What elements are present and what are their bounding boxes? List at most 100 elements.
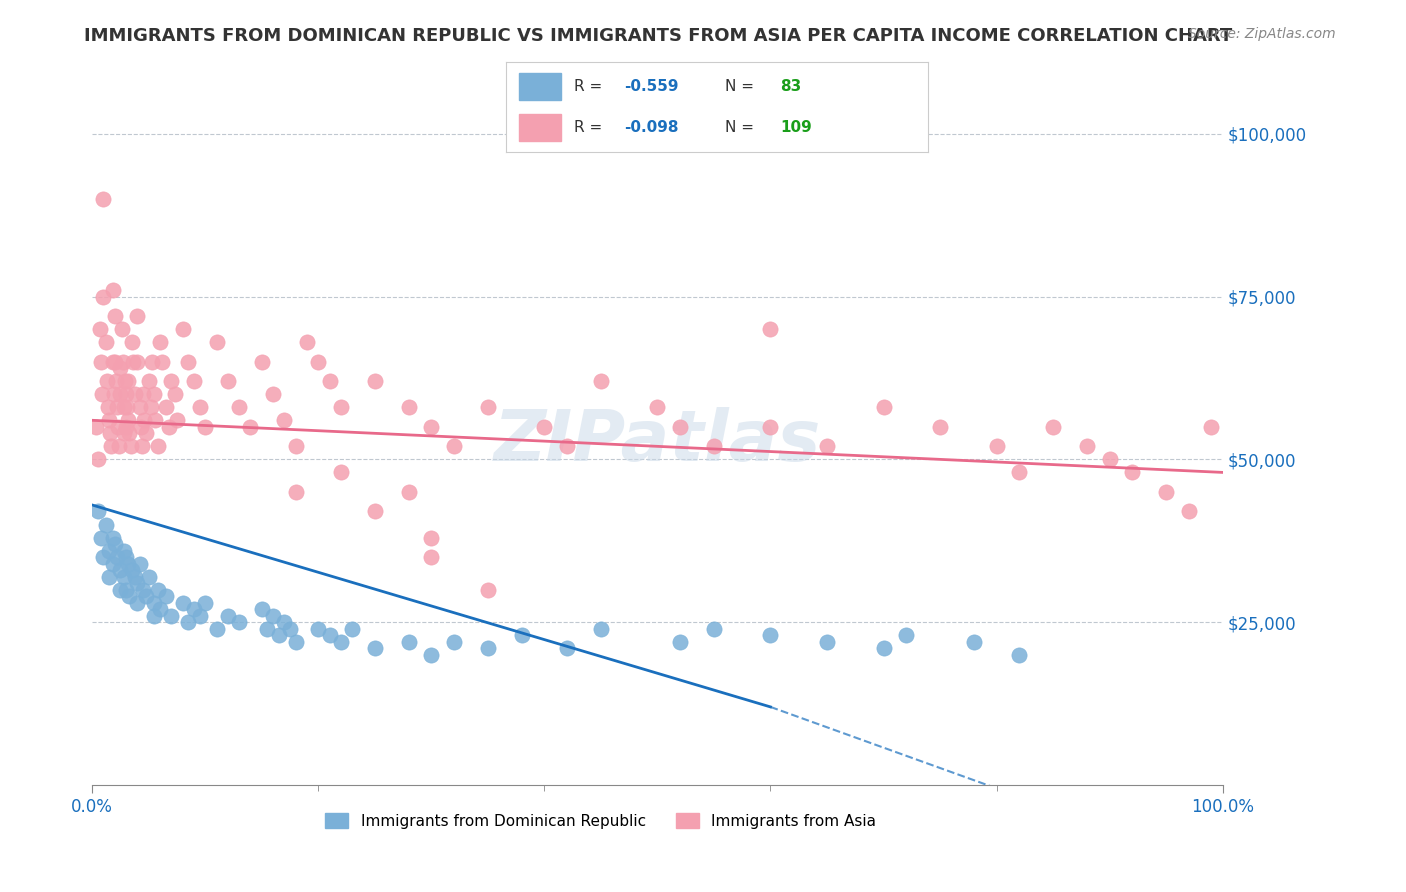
Point [262,608,284,623]
Point [163,387,186,401]
Point [127,309,149,323]
Point [295,335,318,350]
Point [135,426,157,441]
Point [143,596,166,610]
Text: 109: 109 [780,120,813,135]
Point [986,439,1008,453]
Point [669,419,692,434]
Point [97,401,120,415]
Point [115,401,138,415]
Point [98,543,121,558]
Point [172,322,194,336]
Point [138,374,160,388]
Point [217,608,239,623]
Point [90,531,112,545]
Point [98,569,121,583]
Point [104,537,127,551]
Text: -0.559: -0.559 [624,79,679,94]
Point [134,413,156,427]
Point [124,569,146,583]
Point [364,374,387,388]
Point [398,401,420,415]
Point [1076,439,1098,453]
Point [364,504,387,518]
Point [112,543,135,558]
Point [872,641,894,656]
Point [1008,648,1031,662]
Point [318,628,340,642]
Point [129,419,152,434]
Point [420,419,443,434]
Point [107,419,129,434]
Point [205,335,228,350]
Point [98,426,121,441]
Point [188,608,211,623]
Point [112,426,135,441]
Point [115,419,138,434]
Point [1201,419,1223,434]
Point [103,387,125,401]
Point [117,413,139,427]
Point [98,413,121,427]
Point [112,401,135,415]
Text: N =: N = [725,79,759,94]
Point [132,387,155,401]
Point [121,335,143,350]
Point [477,582,499,597]
Point [510,628,533,642]
Point [239,419,262,434]
Point [138,569,160,583]
Point [91,387,114,401]
Point [172,596,194,610]
Point [104,374,127,388]
Point [149,335,172,350]
Point [398,485,420,500]
Point [589,622,612,636]
Point [815,634,838,648]
Point [250,602,273,616]
Point [872,401,894,415]
Point [647,401,669,415]
Point [132,582,155,597]
Point [104,309,127,323]
Point [110,387,132,401]
Point [110,582,132,597]
Point [127,576,149,591]
Point [477,641,499,656]
Point [114,374,136,388]
Point [127,596,149,610]
Point [150,354,173,368]
Point [121,563,143,577]
Point [115,387,138,401]
Point [110,322,132,336]
Point [477,401,499,415]
Text: R =: R = [574,79,607,94]
Point [110,563,132,577]
Point [118,589,141,603]
Point [284,634,307,648]
Point [105,550,128,565]
Point [364,641,387,656]
Point [157,419,180,434]
Point [93,550,115,565]
Point [1008,466,1031,480]
Text: R =: R = [574,120,607,135]
Point [1177,504,1199,518]
Point [188,401,211,415]
Point [101,531,124,545]
Point [340,622,363,636]
Text: N =: N = [725,120,759,135]
Point [160,608,183,623]
Point [183,374,205,388]
Point [307,622,329,636]
Point [703,622,725,636]
Point [93,289,115,303]
Point [759,628,782,642]
Point [118,426,141,441]
Point [420,531,443,545]
Text: IMMIGRANTS FROM DOMINICAN REPUBLIC VS IMMIGRANTS FROM ASIA PER CAPITA INCOME COR: IMMIGRANTS FROM DOMINICAN REPUBLIC VS IM… [84,27,1233,45]
Point [703,439,725,453]
Point [146,439,169,453]
Point [669,634,692,648]
Point [127,354,149,368]
